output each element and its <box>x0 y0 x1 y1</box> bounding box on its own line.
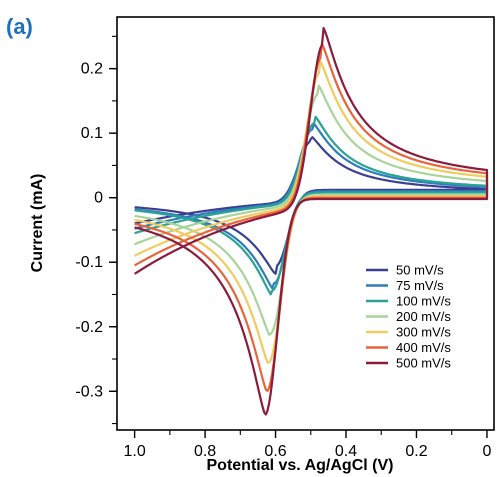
plot-frame <box>116 16 495 431</box>
legend-label: 100 mV/s <box>396 294 451 309</box>
x-tick-label: 1.0 <box>123 443 145 460</box>
y-ticks: 0.2 0.1 0 -0.1 -0.2 -0.3 <box>75 35 117 425</box>
y-tick-label: -0.2 <box>75 319 103 336</box>
legend-label: 300 mV/s <box>396 325 451 340</box>
y-tick-label: 0.1 <box>81 125 103 142</box>
y-tick-label: 0.2 <box>81 61 103 78</box>
y-axis-title: Current (mA) <box>29 174 46 273</box>
legend-label: 200 mV/s <box>396 309 451 324</box>
legend-label: 400 mV/s <box>396 340 451 355</box>
x-tick-label: 0.8 <box>194 443 216 460</box>
x-tick-label: 0.2 <box>405 443 427 460</box>
cv-curves <box>134 26 489 416</box>
panel-label: (a) <box>6 14 33 39</box>
y-tick-label: -0.1 <box>75 254 103 271</box>
x-tick-label: 0.6 <box>264 443 286 460</box>
x-ticks: 1.0 0.8 0.6 0.4 0.2 0 <box>123 430 492 460</box>
y-tick-label: 0 <box>94 190 103 207</box>
x-tick-label: 0 <box>483 443 492 460</box>
series-line <box>134 136 489 275</box>
x-tick-label: 0.4 <box>335 443 357 460</box>
legend-label: 500 mV/s <box>396 356 451 371</box>
legend-label: 75 mV/s <box>396 278 444 293</box>
series-line <box>134 26 489 416</box>
y-tick-label: -0.3 <box>75 383 103 400</box>
legend-label: 50 mV/s <box>396 263 444 278</box>
x-axis-title: Potential vs. Ag/AgCl (V) <box>207 457 394 474</box>
